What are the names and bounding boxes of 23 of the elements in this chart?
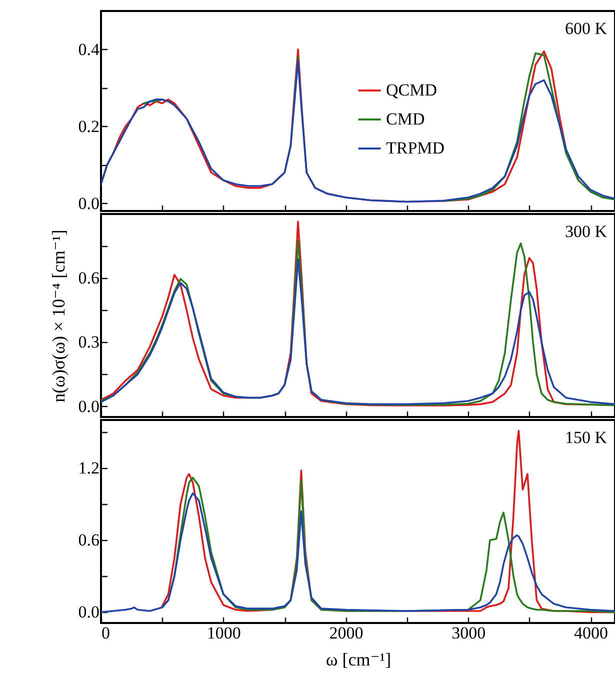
x-tick-label: 1000	[206, 624, 241, 642]
y-tick-label: 0.4	[78, 40, 100, 59]
legend-label: TRPMD	[386, 138, 445, 158]
annotation: 150 K	[564, 428, 608, 447]
y-tick-label: 0.0	[78, 194, 100, 213]
x-tick-label: 3000	[452, 624, 486, 642]
y-axis-title: n(ω)σ(ω) × 10⁻⁴ [cm⁻¹]	[48, 230, 68, 402]
legend-label: CMD	[386, 110, 425, 128]
y-tick-label: 0.3	[78, 332, 100, 352]
y-tick-label: 0.2	[78, 116, 100, 136]
y-tick-label: 0.0	[78, 396, 100, 416]
x-tick-label: 0	[102, 624, 110, 642]
line-series	[101, 492, 615, 614]
x-tick-label: 4000	[574, 624, 608, 642]
x-axis-title: ω [cm⁻¹]	[326, 650, 392, 670]
x-tick-label: 2000	[329, 624, 364, 642]
legend-label: QCMD	[386, 80, 438, 100]
annotation: 600 K	[564, 19, 608, 38]
y-tick-label: 1.2	[78, 458, 100, 478]
annotation: 300 K	[564, 222, 608, 241]
y-tick-label: 0.6	[78, 530, 100, 550]
y-tick-label: 0.0	[78, 602, 100, 622]
y-tick-label: 0.6	[78, 268, 100, 288]
